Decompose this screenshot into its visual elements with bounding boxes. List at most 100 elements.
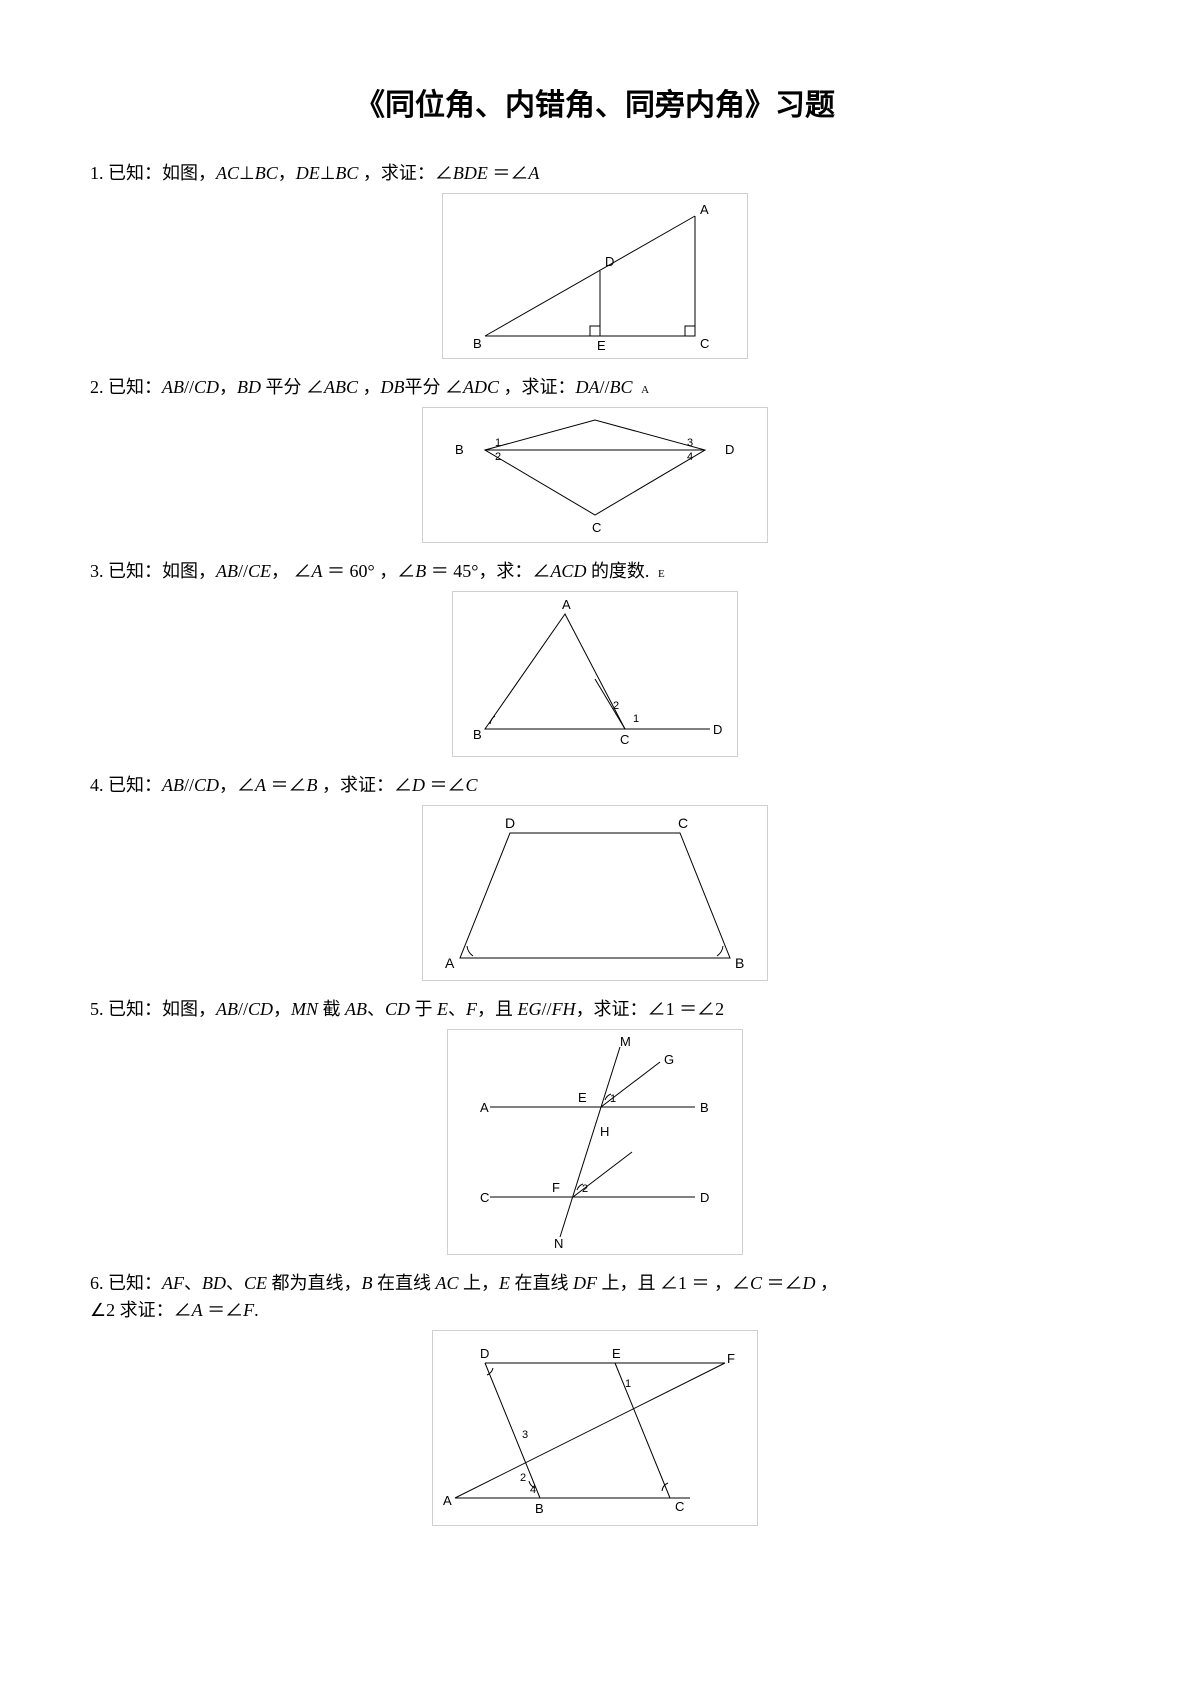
p2-e2: CD [194, 377, 219, 397]
f1-B: B [473, 336, 482, 351]
p3-t6: ，求：∠ [478, 561, 550, 581]
p6-e9: D [803, 1273, 816, 1293]
p6-num: 6. [90, 1273, 108, 1293]
problem-2: 2. 已知：AB//CD，BD 平分 ∠ABC ，DB平分 ∠ADC ，求证：D… [90, 374, 1100, 401]
p3-tail: E [658, 568, 665, 580]
p1-e1: AC [216, 163, 239, 183]
f6-E: E [612, 1346, 621, 1361]
problem-3: 3. 已知：如图，AB//CE， ∠A ＝ 60° ，∠B ＝ 45°，求：∠A… [90, 558, 1100, 585]
f3-1: 1 [633, 713, 639, 725]
p4-num: 4. [90, 775, 108, 795]
figure-1-wrap: A B C D E [90, 193, 1100, 364]
p6-l2c: ＝∠ [203, 1300, 244, 1320]
p5-e1: AB [216, 999, 238, 1019]
p4-e5: D [412, 775, 425, 795]
p6-e7: DF [573, 1273, 597, 1293]
f5-C: C [480, 1190, 489, 1205]
p6-t7: 在直线 [510, 1273, 573, 1293]
p3-t7: 的度数. [586, 561, 649, 581]
f2-2: 2 [495, 451, 501, 463]
f3-D: D [713, 722, 722, 737]
figure-6-wrap: D E F A B C 1 3 2 4 [90, 1330, 1100, 1531]
p4-t4: ＝∠ [266, 775, 307, 795]
figure-4-wrap: D C A B [90, 805, 1100, 986]
f5-F: F [552, 1180, 560, 1195]
p6-t4: 都为直线， [267, 1273, 362, 1293]
p1-e4: BC [335, 163, 358, 183]
p3-num: 3. [90, 561, 108, 581]
f5-2: 2 [582, 1183, 588, 1195]
f6-A: A [443, 1493, 452, 1508]
f6-2: 2 [520, 1472, 526, 1484]
f4-B: B [735, 955, 744, 971]
figure-6: D E F A B C 1 3 2 4 [432, 1330, 758, 1526]
p6-l2b: 求证：∠ [115, 1300, 192, 1320]
p2-t8: // [600, 377, 610, 397]
problem-5: 5. 已知：如图，AB//CD，MN 截 AB、CD 于 E、F，且 EG//F… [90, 996, 1100, 1023]
f6-3: 3 [522, 1429, 528, 1441]
f4-A: A [445, 955, 455, 971]
page: 《同位角、内错角、同旁内角》习题 1. 已知：如图，AC⊥BC，DE⊥BC ，求… [0, 0, 1190, 1684]
p5-e8: EG [518, 999, 542, 1019]
f4-C: C [678, 815, 688, 831]
p6-t11: ， [816, 1273, 839, 1293]
f1-C: C [700, 336, 709, 351]
p3-t2: // [238, 561, 248, 581]
p5-a2: 2 [715, 999, 724, 1019]
f5-1: 1 [610, 1093, 616, 1105]
figure-1: A B C D E [442, 193, 748, 359]
p5-t6: 于 [410, 999, 437, 1019]
p6-t9: ＝ ，∠ [687, 1273, 750, 1293]
p5-a1: 1 [666, 999, 675, 1019]
f6-D: D [480, 1346, 489, 1361]
f1-E: E [597, 338, 606, 353]
p6-e6: E [499, 1273, 510, 1293]
p5-e2: CD [248, 999, 273, 1019]
figure-4: D C A B [422, 805, 768, 981]
page-title: 《同位角、内错角、同旁内角》习题 [90, 80, 1100, 124]
p5-t9: // [542, 999, 552, 1019]
p2-t3: ， [219, 377, 237, 397]
f5-N: N [554, 1236, 563, 1251]
f2-B: B [455, 442, 464, 457]
p5-e7: F [466, 999, 477, 1019]
p6-t5: 在直线 [373, 1273, 436, 1293]
p2-t7: ，求证： [499, 377, 576, 397]
figure-3: A B C D 1 2 [452, 591, 738, 757]
figure-3-wrap: A B C D 1 2 [90, 591, 1100, 762]
p6-t3: 、 [226, 1273, 244, 1293]
p4-t5: ，求证：∠ [318, 775, 413, 795]
f1-D: D [605, 254, 614, 269]
p4-e1: AB [162, 775, 184, 795]
p3-e2: CE [248, 561, 271, 581]
f5-B: B [700, 1100, 709, 1115]
p2-num: 2. [90, 377, 108, 397]
p6-a2: 2 [106, 1300, 115, 1320]
p2-t4: 平分 ∠ [261, 377, 324, 397]
p6-e5: AC [436, 1273, 459, 1293]
f5-A: A [480, 1100, 489, 1115]
p2-e6: ADC [463, 377, 499, 397]
p5-e3: MN [291, 999, 318, 1019]
problem-1: 1. 已知：如图，AC⊥BC，DE⊥BC ，求证：∠BDE ＝∠A [90, 160, 1100, 187]
p5-t11: ＝∠ [675, 999, 716, 1019]
p5-t3: ， [273, 999, 291, 1019]
f2-3: 3 [687, 437, 693, 449]
p6-e8: C [750, 1273, 762, 1293]
p6-e1: AF [162, 1273, 184, 1293]
f4-D: D [505, 815, 515, 831]
p1-t7: ＝∠ [488, 163, 529, 183]
p4-e6: C [466, 775, 478, 795]
f6-1: 1 [625, 1378, 631, 1390]
p6-e2: BD [202, 1273, 226, 1293]
p6-a1: 1 [678, 1273, 687, 1293]
p6-e11: F [243, 1300, 254, 1320]
p6-t1: 已知： [108, 1273, 162, 1293]
p6-t2: 、 [184, 1273, 202, 1293]
p1-num: 1. [90, 163, 108, 183]
f3-2: 2 [613, 700, 619, 712]
f1-A: A [700, 202, 709, 217]
p2-t1: 已知： [108, 377, 162, 397]
f2-D: D [725, 442, 734, 457]
f6-B: B [535, 1501, 544, 1516]
